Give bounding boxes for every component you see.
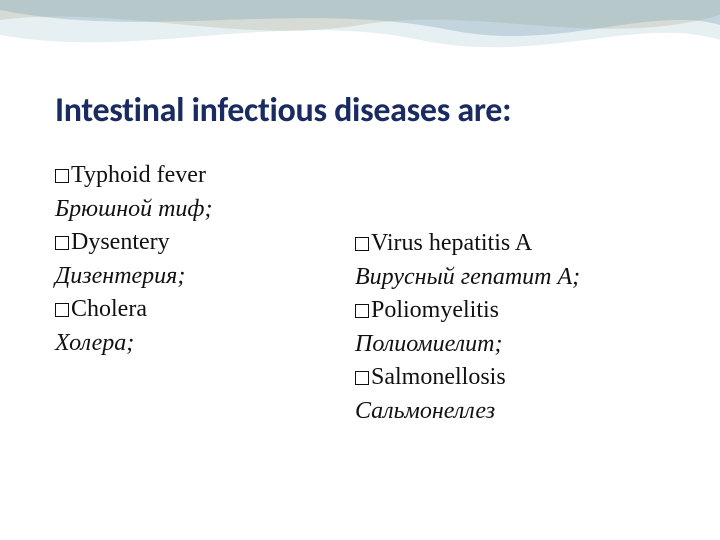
list-item: Poliomyelitis bbox=[355, 294, 675, 328]
bullet-icon bbox=[55, 303, 69, 317]
slide-title: Intestinal infectious diseases are: bbox=[55, 90, 680, 131]
list-item: Cholera bbox=[55, 293, 355, 327]
slide-content: Intestinal infectious diseases are: Typh… bbox=[55, 90, 680, 429]
list-item-label: Cholera bbox=[71, 296, 147, 322]
list-item-label: Salmonellosis bbox=[371, 364, 506, 390]
bullet-icon bbox=[355, 371, 369, 385]
list-item-translation: Дизентерия; bbox=[55, 260, 355, 294]
list-item-label: Dysentery bbox=[71, 229, 170, 255]
list-item: Salmonellosis bbox=[355, 361, 675, 395]
list-item-translation: Брюшной тиф; bbox=[55, 193, 355, 227]
list-item-label: Poliomyelitis bbox=[371, 297, 499, 323]
columns: Typhoid fever Брюшной тиф;Dysentery Дизен… bbox=[55, 159, 680, 429]
list-item-translation: Полиомиелит; bbox=[355, 328, 675, 362]
list-item: Typhoid fever bbox=[55, 159, 355, 193]
bullet-icon bbox=[55, 169, 69, 183]
list-item-translation: Холера; bbox=[55, 327, 355, 361]
column-left: Typhoid fever Брюшной тиф;Dysentery Дизен… bbox=[55, 159, 355, 429]
list-item: Virus hepatitis A bbox=[355, 227, 675, 261]
list-item-label: Typhoid fever bbox=[71, 162, 206, 188]
top-decoration bbox=[0, 0, 720, 75]
list-item-label: Virus hepatitis A bbox=[371, 230, 532, 256]
bullet-icon bbox=[355, 304, 369, 318]
bullet-icon bbox=[355, 237, 369, 251]
column-right: Virus hepatitis A Вирусный гепатит А;Poli… bbox=[355, 227, 675, 429]
list-item: Dysentery bbox=[55, 226, 355, 260]
list-item-translation: Вирусный гепатит А; bbox=[355, 261, 675, 295]
bullet-icon bbox=[55, 236, 69, 250]
list-item-translation: Сальмонеллез bbox=[355, 395, 675, 429]
